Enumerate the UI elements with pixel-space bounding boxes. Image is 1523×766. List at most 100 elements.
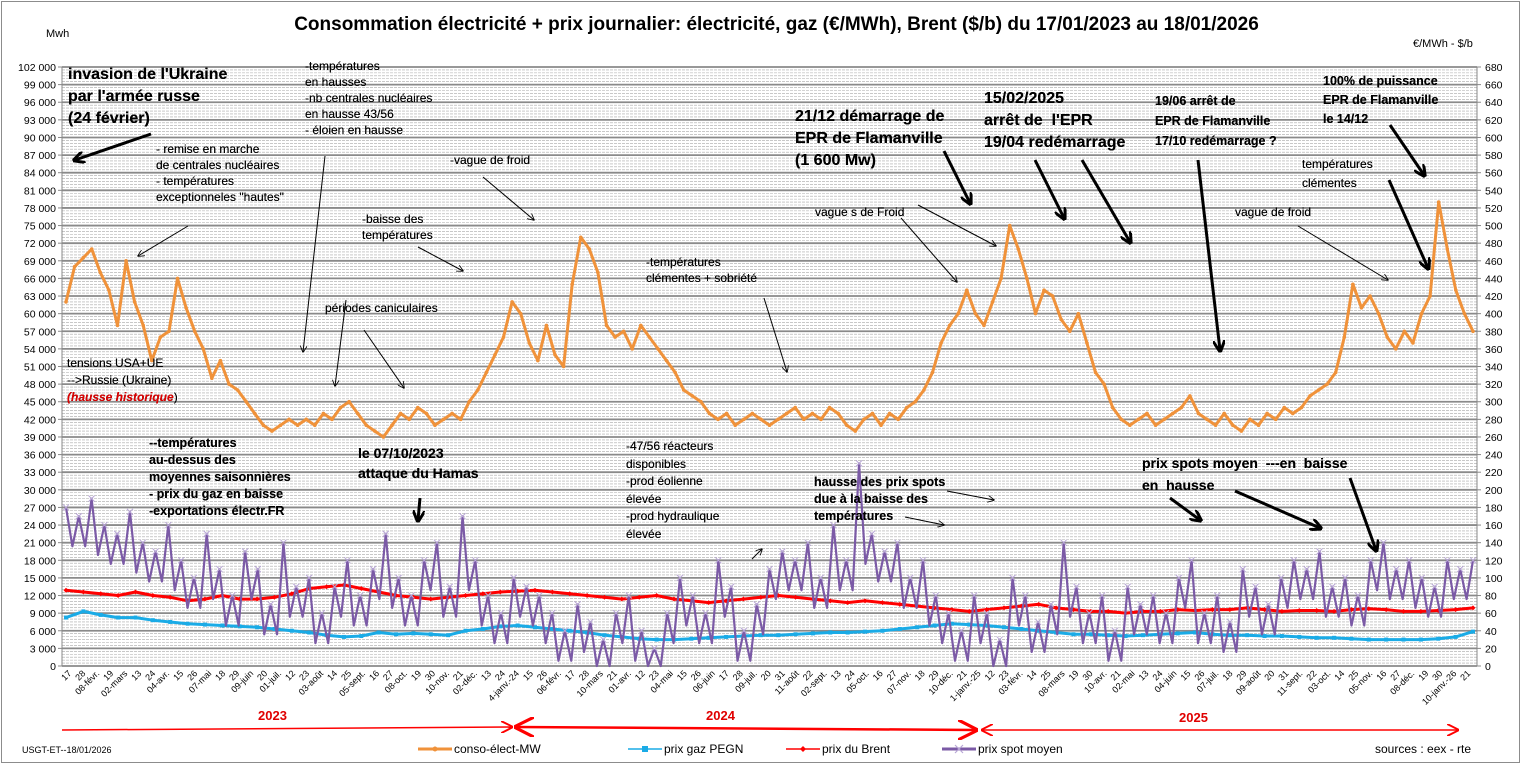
annotation-prix-spots: prix spots moyen ---en baisse en hausse xyxy=(1142,455,1348,493)
data-point-brent xyxy=(966,608,972,614)
data-point-conso xyxy=(699,399,703,404)
data-point-conso xyxy=(1025,276,1029,281)
y-tick-label-right: 560 xyxy=(1485,168,1503,180)
data-point-conso xyxy=(853,429,858,433)
y-tick-label-left: 9 000 xyxy=(30,608,56,620)
data-point-gaz xyxy=(1453,634,1458,639)
data-point-brent xyxy=(98,591,104,597)
series-line-brent xyxy=(65,583,1474,615)
annotation-epr-stop: 15/02/2025 arrêt de l'EPR 19/04 redémarr… xyxy=(984,90,1126,151)
data-point-conso xyxy=(184,305,188,310)
data-point-gaz xyxy=(463,628,468,633)
data-point-conso xyxy=(107,288,111,292)
data-point-spot xyxy=(970,592,978,599)
data-point-conso xyxy=(673,370,677,375)
x-tick-label: 21 xyxy=(1458,668,1472,682)
data-point-conso xyxy=(98,270,103,275)
data-point-conso xyxy=(210,376,214,381)
data-point-brent xyxy=(1331,608,1337,614)
data-point-brent xyxy=(1001,605,1007,611)
data-point-gaz xyxy=(810,631,815,636)
data-point-spot xyxy=(395,574,402,582)
data-point-gaz xyxy=(550,627,555,632)
data-point-conso xyxy=(450,411,454,416)
data-point-conso xyxy=(793,405,798,410)
annotation-arrow xyxy=(751,549,762,560)
data-point-conso xyxy=(1411,341,1415,345)
data-point-conso xyxy=(664,358,669,363)
data-point-spot xyxy=(587,618,594,626)
tensions-close-paren: ) xyxy=(173,390,178,404)
data-point-conso xyxy=(261,423,266,428)
data-point-conso xyxy=(1333,370,1338,375)
y-tick-label-right: 340 xyxy=(1485,362,1503,374)
y-tick-label-right: 500 xyxy=(1485,221,1503,233)
data-point-spot xyxy=(1290,556,1298,564)
data-point-conso xyxy=(681,388,686,392)
data-point-conso xyxy=(1076,311,1081,316)
data-point-brent xyxy=(150,593,156,599)
y-tick-label-right: 160 xyxy=(1485,520,1503,532)
data-point-gaz xyxy=(1366,637,1371,642)
data-point-spot xyxy=(574,600,581,608)
data-point-spot xyxy=(830,521,837,529)
data-point-gaz xyxy=(202,622,207,627)
data-point-gaz xyxy=(1140,633,1145,638)
data-point-spot xyxy=(612,609,620,617)
legend-label: prix spot moyen xyxy=(978,742,1063,756)
legend-swatch-brent xyxy=(786,743,820,755)
data-point-gaz xyxy=(724,634,729,639)
data-point-spot xyxy=(1392,565,1400,573)
annotation-caniculaires: périodes caniculaires xyxy=(325,301,438,315)
data-point-conso xyxy=(913,399,918,404)
data-point-conso xyxy=(1085,341,1089,345)
data-point-gaz xyxy=(98,612,103,617)
data-point-spot xyxy=(1277,574,1285,582)
data-point-gaz xyxy=(1245,633,1250,638)
data-point-conso xyxy=(158,335,163,339)
data-point-conso xyxy=(879,423,883,428)
x-tick-label: 13 xyxy=(479,668,493,682)
data-point-conso xyxy=(407,417,411,422)
y-tick-label-left: 27 000 xyxy=(24,502,56,514)
data-point-conso xyxy=(1188,394,1192,398)
data-point-conso xyxy=(639,323,643,328)
annotation-arrow-bold xyxy=(942,150,970,203)
data-point-spot xyxy=(369,565,377,573)
x-tick-label: 19 xyxy=(1416,668,1430,682)
data-point-conso xyxy=(1059,317,1063,322)
annotation-arrow xyxy=(900,217,957,282)
data-point-conso xyxy=(904,405,909,410)
data-point-brent xyxy=(601,594,607,600)
y-tick-label-left: 42 000 xyxy=(24,414,56,426)
x-tick-label: 18 xyxy=(213,668,227,682)
data-point-gaz xyxy=(897,627,902,632)
data-point-spot xyxy=(190,574,198,582)
data-point-conso xyxy=(956,311,961,316)
data-point-conso xyxy=(707,411,712,416)
data-point-spot xyxy=(1085,609,1093,617)
y-tick-label-left: 12 000 xyxy=(24,591,56,603)
data-point-gaz xyxy=(1088,632,1093,637)
data-point-gaz xyxy=(1297,634,1302,639)
data-point-conso xyxy=(767,423,772,428)
y-tick-label-left: 102 000 xyxy=(18,62,56,74)
year-label-2023: 2023 xyxy=(258,708,287,723)
data-point-brent xyxy=(358,585,364,591)
data-point-spot xyxy=(292,583,300,591)
data-point-brent xyxy=(497,589,503,595)
data-point-gaz xyxy=(1436,636,1441,641)
data-point-spot xyxy=(446,583,454,591)
y-tick-label-left: 30 000 xyxy=(24,485,56,497)
annotation-clementes-sobriete: -températures clémentes + sobriété xyxy=(646,255,758,285)
year-range-arrow-2024 xyxy=(516,727,976,730)
y-tick-label-left: 72 000 xyxy=(24,238,56,250)
data-point-gaz xyxy=(793,632,798,637)
data-point-conso xyxy=(1368,294,1372,298)
data-point-gaz xyxy=(1349,636,1354,641)
data-point-spot xyxy=(318,609,326,617)
data-point-conso xyxy=(1299,405,1304,410)
data-point-conso xyxy=(278,423,283,428)
data-point-conso xyxy=(330,417,334,422)
y-tick-label-left: 99 000 xyxy=(24,80,56,92)
